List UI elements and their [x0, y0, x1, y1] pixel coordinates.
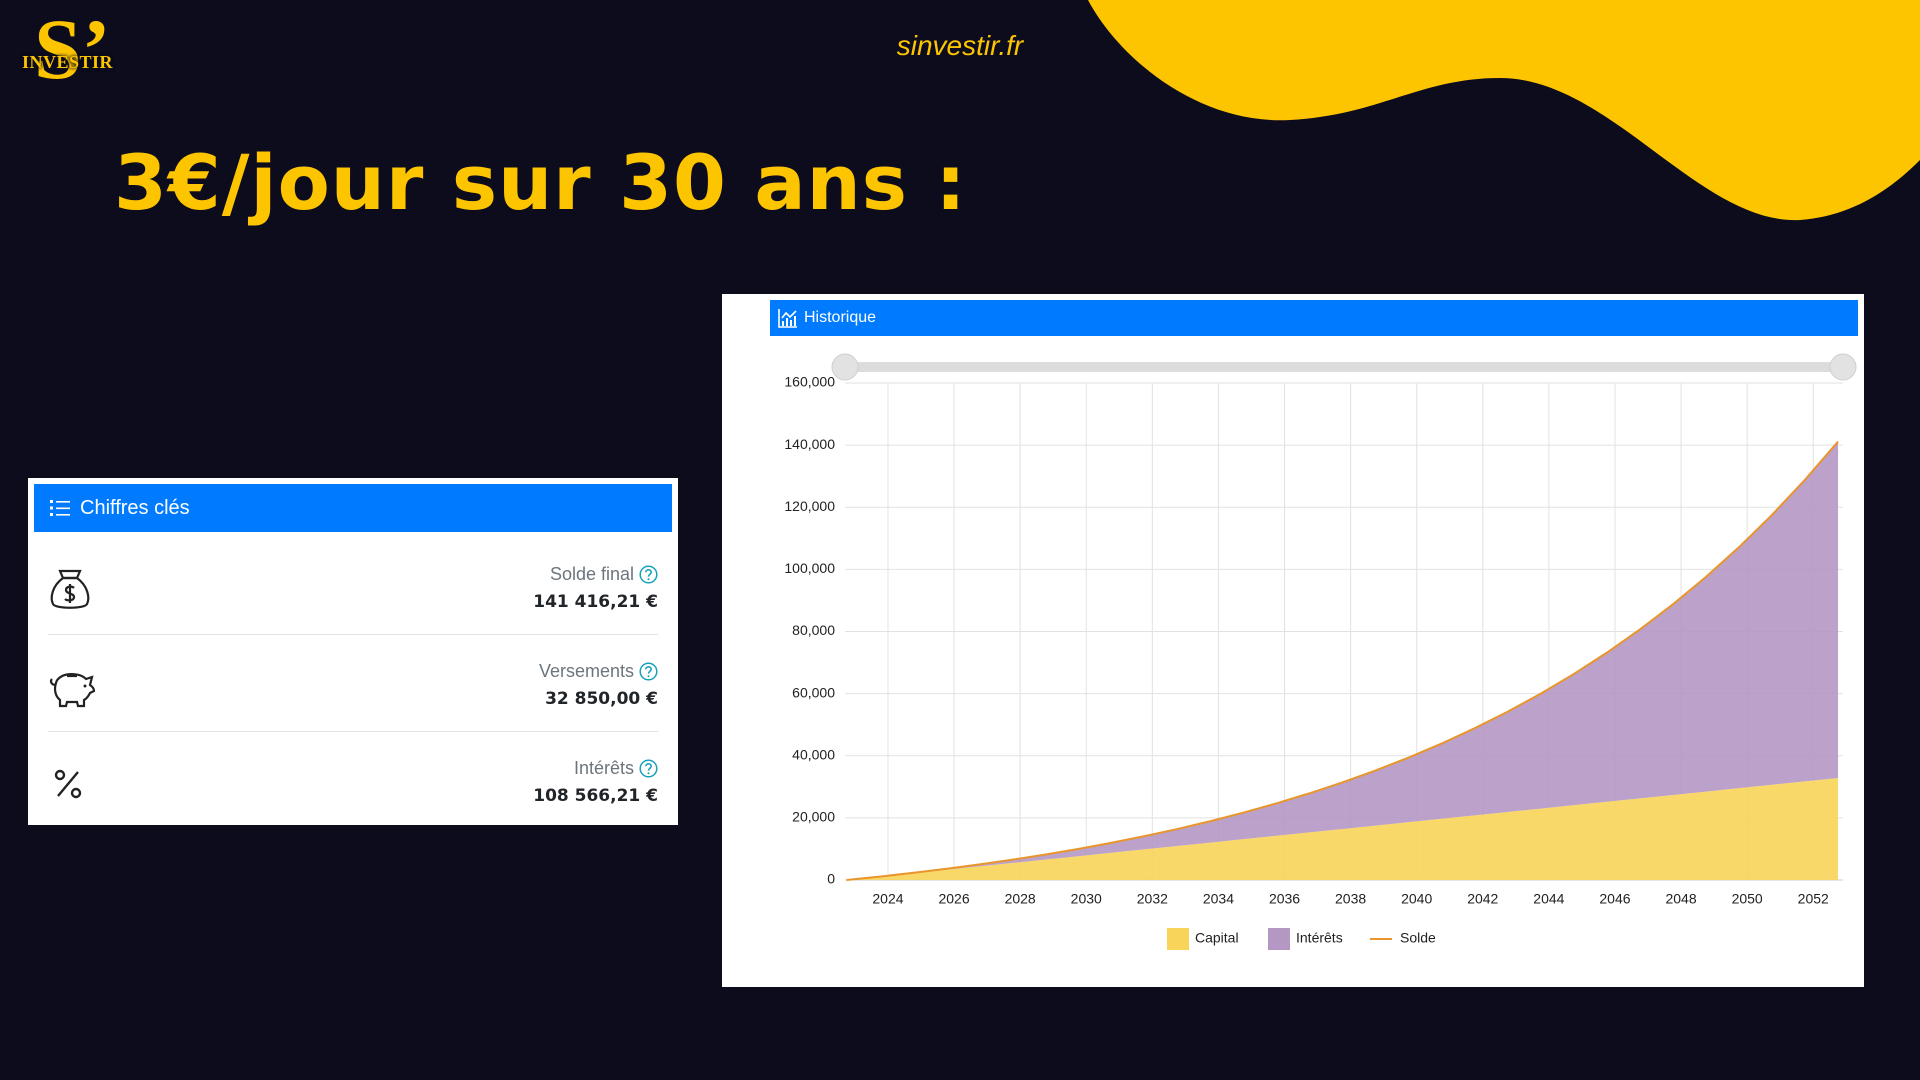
- page-title: 3€/jour sur 30 ans :: [114, 138, 967, 227]
- zoom-slider-handle[interactable]: [831, 353, 859, 381]
- line: [846, 440, 1839, 881]
- x-tick-label: 2024: [872, 891, 903, 907]
- money-bag-icon: [50, 569, 90, 609]
- x-tick-label: 2044: [1533, 891, 1564, 907]
- logo-letter: S’: [34, 1, 111, 97]
- x-tick-label: 2038: [1335, 891, 1366, 907]
- figure-value: 108 566,21 €: [533, 786, 658, 806]
- y-tick-label: 20,000: [792, 809, 835, 825]
- piggy-bank-icon: [49, 673, 96, 708]
- figure-label: Versements: [538, 661, 634, 681]
- x-tick-label: 2050: [1732, 891, 1763, 907]
- figure-label: Solde final: [549, 564, 634, 584]
- help-icon[interactable]: [639, 662, 658, 681]
- separator: [48, 731, 658, 732]
- panel-title: Chiffres clés: [80, 497, 190, 519]
- panel-header: Historique: [770, 300, 1858, 336]
- help-icon[interactable]: [639, 565, 658, 584]
- figure-row: Intérêts 108 566,21 €: [48, 738, 658, 835]
- x-tick-label: 2026: [938, 891, 969, 907]
- figure-value: 32 850,00 €: [545, 689, 658, 709]
- y-tick-label: 60,000: [792, 684, 835, 700]
- legend-label: Intérêts: [1296, 930, 1343, 946]
- help-icon[interactable]: [639, 759, 658, 778]
- zoom-slider-track[interactable]: [845, 362, 1843, 372]
- y-tick-label: 40,000: [792, 746, 835, 762]
- x-tick-label: 2032: [1137, 891, 1168, 907]
- legend-swatch: [1167, 928, 1189, 950]
- area: [846, 777, 1839, 880]
- y-tick-label: 100,000: [784, 560, 835, 576]
- zoom-slider-handle[interactable]: [1829, 353, 1857, 381]
- x-tick-label: 2040: [1401, 891, 1432, 907]
- figure-row: Versements 32 850,00 €: [48, 641, 658, 738]
- x-tick-label: 2028: [1005, 891, 1036, 907]
- yellow-wave: [1088, 0, 1920, 221]
- logo-text: INVESTIR: [22, 52, 114, 72]
- separator: [48, 634, 658, 635]
- chart-icon: [778, 309, 797, 328]
- legend-swatch: [1268, 928, 1290, 950]
- figure-row: Solde final 141 416,21 €: [48, 544, 658, 641]
- chart: 0 20,000 40,000 60,000 80,000 100,000 120,000 1…: [784, 353, 1857, 950]
- x-tick-label: 2042: [1467, 891, 1498, 907]
- y-tick-label: 160,000: [784, 374, 835, 390]
- figure-value: 141 416,21 €: [533, 592, 658, 612]
- x-tick-label: 2030: [1071, 891, 1102, 907]
- panel-header: Chiffres clés: [34, 484, 672, 532]
- x-tick-label: 2052: [1798, 891, 1829, 907]
- legend-label: Capital: [1195, 930, 1239, 946]
- y-tick-label: 120,000: [784, 498, 835, 514]
- x-tick-label: 2036: [1269, 891, 1300, 907]
- list-icon: [50, 500, 70, 516]
- x-tick-label: 2034: [1203, 891, 1234, 907]
- percent-icon: [54, 769, 82, 799]
- key-figures-panel: Chiffres clés Solde final 141 416,21 € V…: [28, 478, 678, 825]
- y-tick-label: 0: [827, 871, 835, 887]
- x-tick-label: 2046: [1599, 891, 1630, 907]
- area: [846, 441, 1839, 880]
- figure-label: Intérêts: [573, 758, 634, 778]
- y-tick-label: 80,000: [792, 622, 835, 638]
- legend-label: Solde: [1400, 930, 1436, 946]
- site-url[interactable]: sinvestir.fr: [896, 30, 1024, 61]
- history-panel: 0 20,000 40,000 60,000 80,000 100,000 120,000 1…: [722, 294, 1864, 987]
- x-tick-label: 2048: [1665, 891, 1696, 907]
- y-tick-label: 140,000: [784, 436, 835, 452]
- chart-title: Historique: [804, 309, 877, 326]
